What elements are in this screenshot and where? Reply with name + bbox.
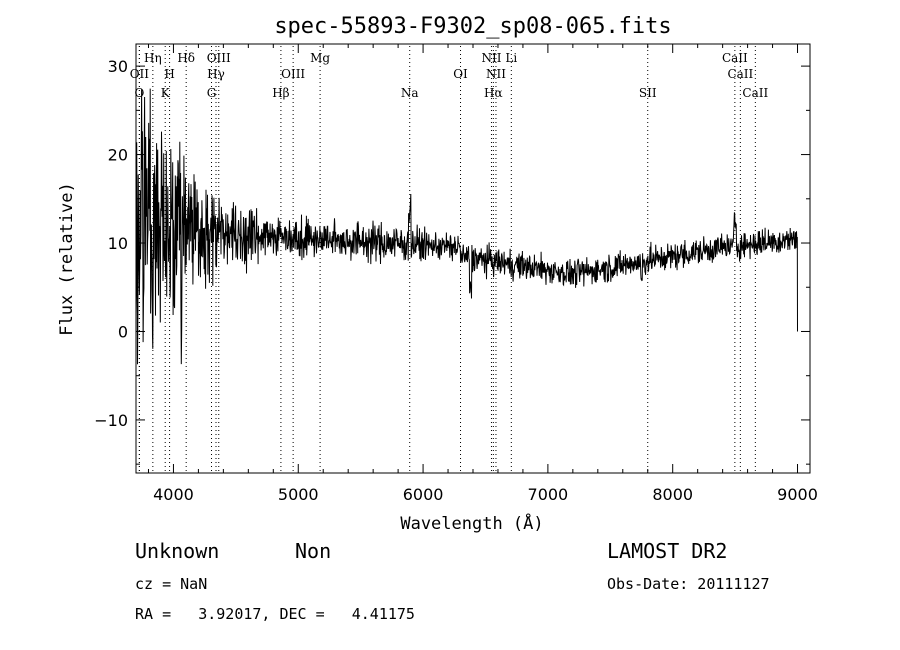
x-axis-label: Wavelength (Å) xyxy=(400,512,543,534)
x-axis-ticks: 4000 5000 6000 7000 8000 9000 xyxy=(147,44,818,504)
y-axis-ticks: −10 0 10 20 30 xyxy=(94,57,810,465)
x-tick-label: 6000 xyxy=(403,485,444,504)
x-tick-label: 4000 xyxy=(153,485,194,504)
x-tick-label: 5000 xyxy=(278,485,319,504)
spectral-line-label: K xyxy=(161,86,171,100)
object-subclass: Non xyxy=(295,539,331,563)
spectral-line-label: Li xyxy=(505,51,517,65)
spectral-line-label: Hα xyxy=(484,86,503,100)
spectral-line-label: NII xyxy=(481,51,501,65)
x-tick-label: 8000 xyxy=(652,485,693,504)
spectral-line-label: OIII xyxy=(281,67,305,81)
y-tick-label: 20 xyxy=(108,146,128,165)
y-tick-label: 30 xyxy=(108,57,128,76)
spectral-line-label: Mg xyxy=(310,51,330,65)
spectral-line-label: OI xyxy=(453,67,468,81)
spectral-line-label: OIII xyxy=(207,51,231,65)
spectral-line-label: CaII xyxy=(722,51,748,65)
x-tick-label: 7000 xyxy=(528,485,569,504)
y-tick-label: −10 xyxy=(94,411,128,430)
x-tick-label: 9000 xyxy=(777,485,818,504)
spectral-line-label: Hη xyxy=(144,51,162,65)
spectral-line-label: Hδ xyxy=(177,51,195,65)
spectral-line-label: O xyxy=(134,86,144,100)
spectral-line-label: NII xyxy=(486,67,506,81)
y-tick-label: 10 xyxy=(108,234,128,253)
spectral-line-label: G xyxy=(207,86,217,100)
y-axis-label: Flux (relative) xyxy=(57,182,77,336)
spectral-line-label: Hβ xyxy=(272,86,289,100)
spectral-line-label: Na xyxy=(401,86,419,100)
object-class: Unknown xyxy=(135,539,219,563)
observation-date: Obs-Date: 20111127 xyxy=(607,575,770,593)
y-tick-label: 0 xyxy=(118,322,128,341)
spectral-line-label: SII xyxy=(639,86,657,100)
spectral-line-label: Hγ xyxy=(207,67,225,81)
redshift-cz: cz = NaN xyxy=(135,575,207,593)
survey-name: LAMOST DR2 xyxy=(607,539,727,563)
spectral-line-label: OII xyxy=(130,67,150,81)
spectrum-line xyxy=(135,88,798,365)
spectral-line-label: H xyxy=(164,67,174,81)
coordinates: RA = 3.92017, DEC = 4.41175 xyxy=(135,605,415,623)
spectral-line-label: CaII xyxy=(727,67,753,81)
chart-title: spec-55893-F9302_sp08-065.fits xyxy=(274,14,671,39)
spectral-line-label: CaII xyxy=(742,86,768,100)
